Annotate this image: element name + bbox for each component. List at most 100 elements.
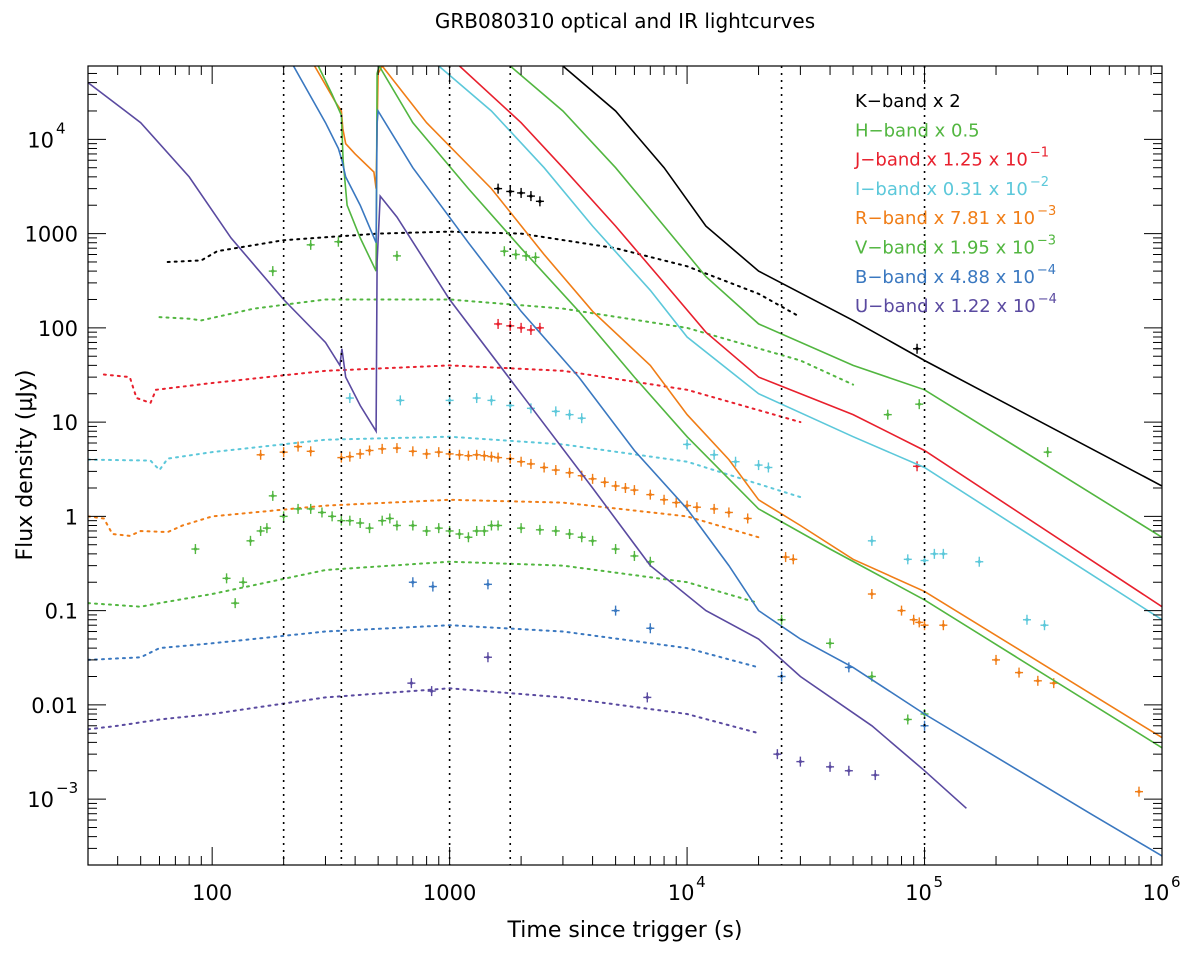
- series-i-band: [88, 66, 1162, 631]
- data-point: [764, 462, 773, 473]
- x-tick-label: 1000: [423, 881, 476, 905]
- data-point: [494, 318, 503, 329]
- data-point: [396, 395, 405, 406]
- legend-exponent: −3: [1037, 234, 1056, 249]
- data-point: [464, 532, 473, 543]
- data-point: [781, 552, 790, 563]
- data-point: [577, 413, 586, 424]
- data-point: [930, 548, 939, 559]
- y-axis-label: Flux density (µJy): [13, 369, 38, 560]
- data-point: [551, 525, 560, 536]
- legend-entry: V−band x 1.95 x 10: [855, 238, 1035, 259]
- data-point: [472, 449, 481, 460]
- data-point: [646, 489, 655, 500]
- afterglow-model-line: [292, 66, 1162, 857]
- y-tick-label: 10: [27, 128, 54, 152]
- legend-entry: B−band x 4.88 x 10: [855, 267, 1035, 288]
- data-point: [408, 520, 417, 531]
- legend-exponent: −4: [1037, 263, 1056, 278]
- data-point: [588, 473, 597, 484]
- data-point: [773, 749, 782, 760]
- data-point: [378, 515, 387, 526]
- y-tick-label: 1: [65, 505, 78, 529]
- data-point: [630, 550, 639, 561]
- data-point: [262, 523, 271, 534]
- data-point: [871, 770, 880, 781]
- data-point: [643, 692, 652, 703]
- data-point: [903, 554, 912, 565]
- data-point: [345, 515, 354, 526]
- data-point: [494, 520, 503, 531]
- data-point: [328, 511, 337, 522]
- data-point: [480, 450, 489, 461]
- data-point: [897, 605, 906, 616]
- data-point: [294, 441, 303, 452]
- data-point: [565, 409, 574, 420]
- legend-entry: R−band x 7.81 x 10: [855, 208, 1035, 229]
- data-point: [517, 322, 526, 333]
- y-tick-label: 10: [51, 411, 78, 435]
- baseline-model-line: [88, 498, 760, 539]
- y-tick-exponent: 4: [56, 119, 66, 137]
- data-point: [939, 620, 948, 631]
- data-point: [378, 443, 387, 454]
- y-tick-exponent: −3: [56, 779, 78, 797]
- data-point: [408, 577, 417, 588]
- data-point: [692, 502, 701, 513]
- data-point: [915, 399, 924, 410]
- data-point: [256, 449, 265, 460]
- data-point: [517, 523, 526, 534]
- data-point: [317, 507, 326, 518]
- x-tick-exponent: 5: [934, 873, 944, 891]
- data-point: [731, 456, 740, 467]
- data-point: [392, 520, 401, 531]
- legend-entry: J−band x 1.25 x 10: [854, 150, 1028, 171]
- data-point: [1015, 667, 1024, 678]
- data-point: [826, 761, 835, 772]
- data-point: [540, 462, 549, 473]
- data-point: [345, 393, 354, 404]
- data-point: [844, 662, 853, 673]
- y-tick-label: 0.01: [31, 694, 78, 718]
- data-point: [239, 577, 248, 588]
- baseline-model-line: [88, 560, 760, 608]
- reference-lines: [282, 66, 926, 865]
- data-point: [611, 544, 620, 555]
- data-point: [526, 458, 535, 469]
- data-point: [472, 525, 481, 536]
- baseline-model-line: [166, 230, 802, 319]
- afterglow-model-line: [509, 66, 1162, 538]
- series-b-band: [88, 66, 1162, 857]
- data-point: [392, 250, 401, 261]
- data-point: [222, 573, 231, 584]
- legend-entry: H−band x 0.5: [855, 120, 980, 141]
- y-tick-label: 0.1: [45, 600, 78, 624]
- data-point: [483, 579, 492, 590]
- afterglow-model-line: [88, 81, 967, 809]
- data-point: [526, 324, 535, 335]
- data-point: [526, 403, 535, 414]
- data-point: [365, 445, 374, 456]
- data-point: [577, 532, 586, 543]
- data-point: [913, 343, 922, 354]
- baseline-model-line: [88, 687, 760, 735]
- data-point: [345, 451, 354, 462]
- data-point: [867, 535, 876, 546]
- data-point: [483, 652, 492, 663]
- data-point: [511, 249, 520, 260]
- data-point: [646, 623, 655, 634]
- x-tick-exponent: 4: [696, 873, 706, 891]
- data-point: [939, 548, 948, 559]
- data-point: [434, 447, 443, 458]
- chart-title: GRB080310 optical and IR lightcurves: [435, 9, 815, 33]
- data-point: [867, 589, 876, 600]
- data-point: [279, 511, 288, 522]
- data-point: [660, 494, 669, 505]
- data-point: [434, 523, 443, 534]
- data-point: [565, 467, 574, 478]
- series-r-band: [88, 66, 1162, 797]
- data-point: [356, 448, 365, 459]
- data-point: [306, 446, 315, 457]
- data-point: [500, 246, 509, 257]
